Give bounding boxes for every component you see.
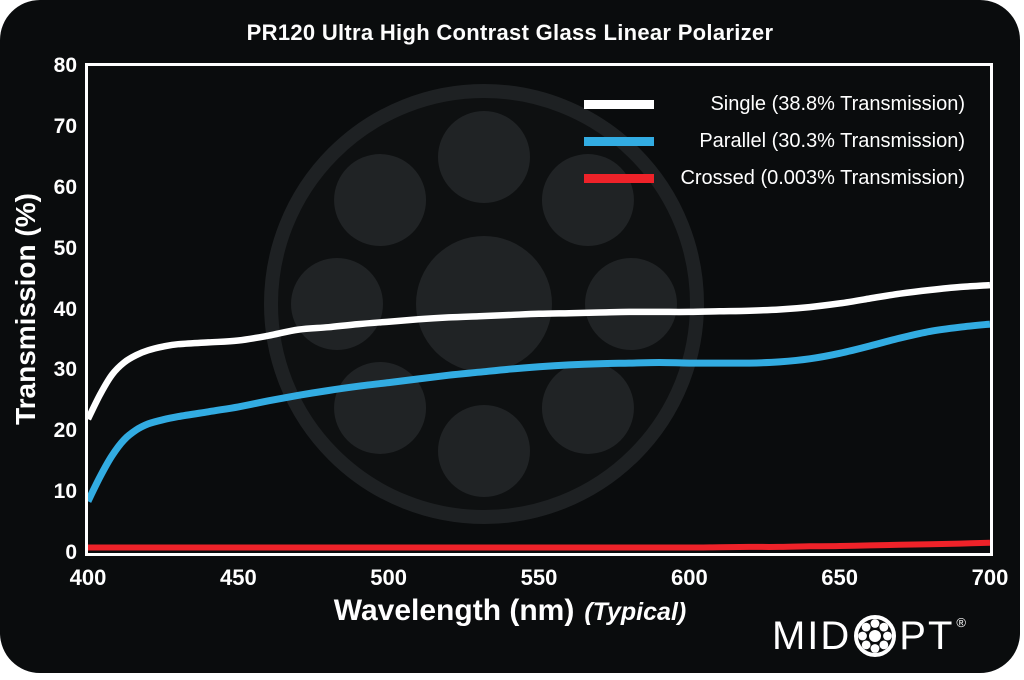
y-tick-label: 0 — [65, 541, 77, 564]
x-tick-label: 400 — [69, 565, 107, 590]
chart-title: PR120 Ultra High Contrast Glass Linear P… — [246, 20, 774, 45]
transmission-curves — [88, 281, 990, 551]
x-tick-label: 450 — [219, 565, 257, 590]
x-tick-label: 600 — [670, 565, 708, 590]
y-tick-label: 30 — [53, 358, 77, 382]
y-tick-label: 10 — [53, 480, 77, 504]
y-tick-label: 50 — [53, 236, 77, 260]
legend-row-crossed: Crossed (0.003% Transmission) — [584, 165, 965, 191]
legend-swatch-single — [584, 99, 654, 109]
legend-swatch-parallel — [584, 136, 654, 146]
x-tick-label: 650 — [821, 565, 859, 590]
x-tick-label: 550 — [520, 565, 558, 590]
legend-label-single: Single (38.8% Transmission) — [710, 93, 965, 115]
legend-row-single: Single (38.8% Transmission) — [584, 91, 965, 117]
midopt-watermark-logo — [264, 84, 704, 524]
y-tick-label: 70 — [53, 114, 77, 138]
y-tick-label: 40 — [53, 297, 77, 321]
y-tick-label: 80 — [53, 54, 77, 77]
y-axis-title: Transmission (%) — [10, 193, 41, 425]
midopt-aperture-icon — [854, 615, 897, 657]
legend-label-crossed: Crossed (0.003% Transmission) — [680, 167, 965, 189]
y-tick-label: 60 — [53, 175, 77, 199]
x-axis-title-text: Wavelength (nm) — [333, 594, 575, 627]
chart-legend: Single (38.8% Transmission) Parallel (30… — [584, 91, 965, 191]
legend-swatch-crossed — [584, 173, 654, 183]
chart-plot-area — [88, 84, 990, 551]
legend-label-parallel: Parallel (30.3% Transmission) — [699, 130, 965, 152]
x-tick-label: 700 — [971, 565, 1009, 590]
x-tick-label: 500 — [370, 565, 408, 590]
midopt-logo-text-right: PT — [899, 614, 955, 658]
midopt-logo-text-left: MID — [771, 614, 852, 658]
midopt-logo: MID PT ® — [772, 612, 966, 660]
registered-trademark: ® — [956, 615, 966, 630]
y-tick-label: 20 — [53, 419, 77, 443]
legend-row-parallel: Parallel (30.3% Transmission) — [584, 128, 965, 154]
x-axis-title-suffix: (Typical) — [584, 598, 687, 626]
x-axis-title: Wavelength (nm) (Typical) — [0, 594, 1020, 627]
